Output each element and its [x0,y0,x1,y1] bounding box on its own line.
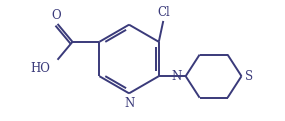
Text: HO: HO [30,62,50,75]
Text: N: N [124,97,134,110]
Text: O: O [51,9,61,22]
Text: Cl: Cl [157,6,170,19]
Text: N: N [172,70,182,83]
Text: S: S [245,70,253,83]
